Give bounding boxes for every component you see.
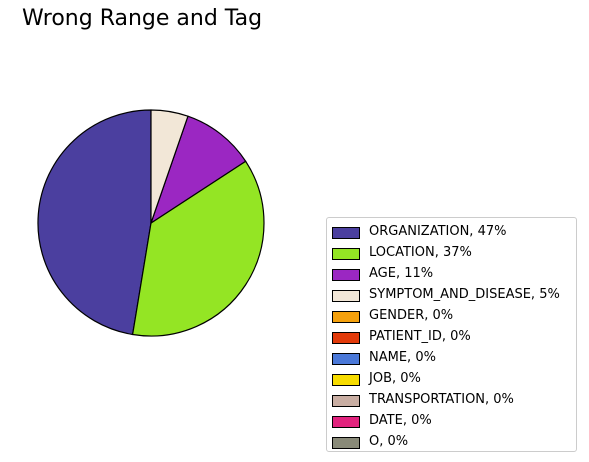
pie-slices xyxy=(37,109,265,337)
legend-swatch xyxy=(332,395,360,407)
legend-swatch xyxy=(332,290,360,302)
legend-item: TRANSPORTATION, 0% xyxy=(327,390,576,411)
legend-swatch xyxy=(332,416,360,428)
legend-item: JOB, 0% xyxy=(327,369,576,390)
legend-label: AGE, 11% xyxy=(369,266,434,281)
legend-swatch xyxy=(332,374,360,386)
legend-label: ORGANIZATION, 47% xyxy=(369,224,507,239)
legend-swatch xyxy=(332,311,360,323)
legend-label: PATIENT_ID, 0% xyxy=(369,329,471,344)
legend-item: GENDER, 0% xyxy=(327,306,576,327)
legend-swatch xyxy=(332,353,360,365)
legend-label: DATE, 0% xyxy=(369,413,432,428)
legend-item: PATIENT_ID, 0% xyxy=(327,327,576,348)
legend-label: NAME, 0% xyxy=(369,350,436,365)
legend-item: DATE, 0% xyxy=(327,411,576,432)
legend-label: GENDER, 0% xyxy=(369,308,454,323)
legend-item: LOCATION, 37% xyxy=(327,243,576,264)
legend-label: SYMPTOM_AND_DISEASE, 5% xyxy=(369,287,560,302)
legend-item: O, 0% xyxy=(327,432,576,453)
legend-swatch xyxy=(332,269,360,281)
legend-label: O, 0% xyxy=(369,434,409,449)
legend-label: TRANSPORTATION, 0% xyxy=(369,392,514,407)
legend-swatch xyxy=(332,248,360,260)
legend-item: ORGANIZATION, 47% xyxy=(327,222,576,243)
legend: ORGANIZATION, 47% LOCATION, 37% AGE, 11% SY… xyxy=(326,217,577,452)
legend-label: LOCATION, 37% xyxy=(369,245,472,260)
legend-item: AGE, 11% xyxy=(327,264,576,285)
pie-slice-2 xyxy=(150,115,247,224)
legend-item: SYMPTOM_AND_DISEASE, 5% xyxy=(327,285,576,306)
legend-swatch xyxy=(332,332,360,344)
pie-slice-1 xyxy=(132,160,265,337)
pie-slice-0 xyxy=(37,109,152,336)
chart-title: Wrong Range and Tag xyxy=(22,6,263,31)
legend-item: NAME, 0% xyxy=(327,348,576,369)
legend-label: JOB, 0% xyxy=(369,371,421,386)
legend-swatch xyxy=(332,437,360,449)
legend-swatch xyxy=(332,227,360,239)
pie-slice-3 xyxy=(150,109,189,224)
